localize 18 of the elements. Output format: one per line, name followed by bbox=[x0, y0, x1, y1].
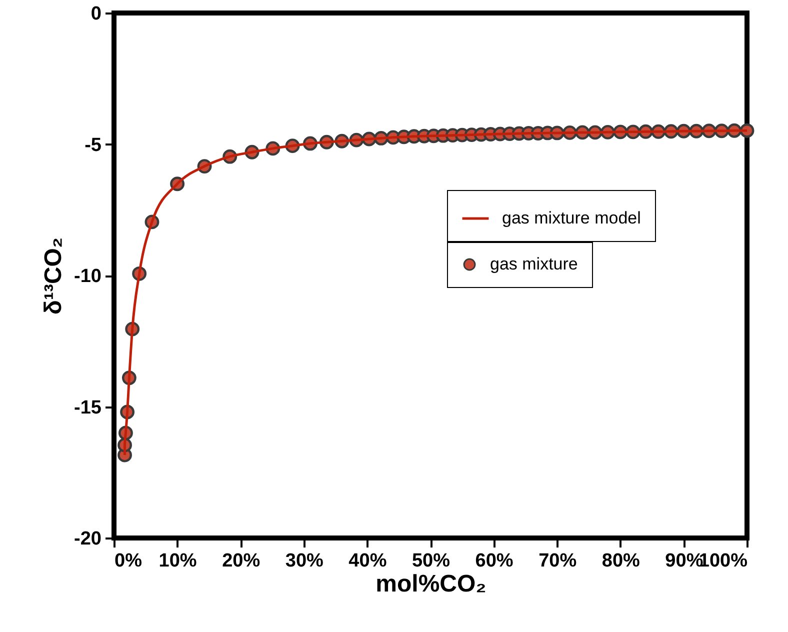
x-tick-label: 70% bbox=[538, 550, 577, 572]
y-tick-label: 0 bbox=[90, 4, 102, 24]
legend-label: gas mixture model bbox=[502, 208, 641, 228]
y-tick-label: -10 bbox=[74, 266, 102, 287]
y-tick-label: -15 bbox=[74, 397, 102, 418]
x-tick-label: 30% bbox=[285, 550, 324, 572]
legend-label: gas mixture bbox=[490, 254, 578, 274]
y-axis-title: δ¹³CO₂ bbox=[40, 237, 68, 315]
x-tick-label: 10% bbox=[158, 550, 197, 572]
x-tick-label: 20% bbox=[222, 550, 260, 572]
x-axis-title: mol%CO₂ bbox=[376, 570, 486, 598]
x-tick-label: 0% bbox=[114, 550, 142, 572]
x-tick-label: 60% bbox=[475, 550, 514, 572]
x-tick-label: 80% bbox=[602, 550, 640, 572]
y-tick-label: -5 bbox=[84, 134, 102, 156]
x-tick-label: 40% bbox=[348, 550, 387, 572]
y-tick-label: -20 bbox=[74, 528, 102, 550]
x-tick-label: 50% bbox=[412, 550, 450, 572]
